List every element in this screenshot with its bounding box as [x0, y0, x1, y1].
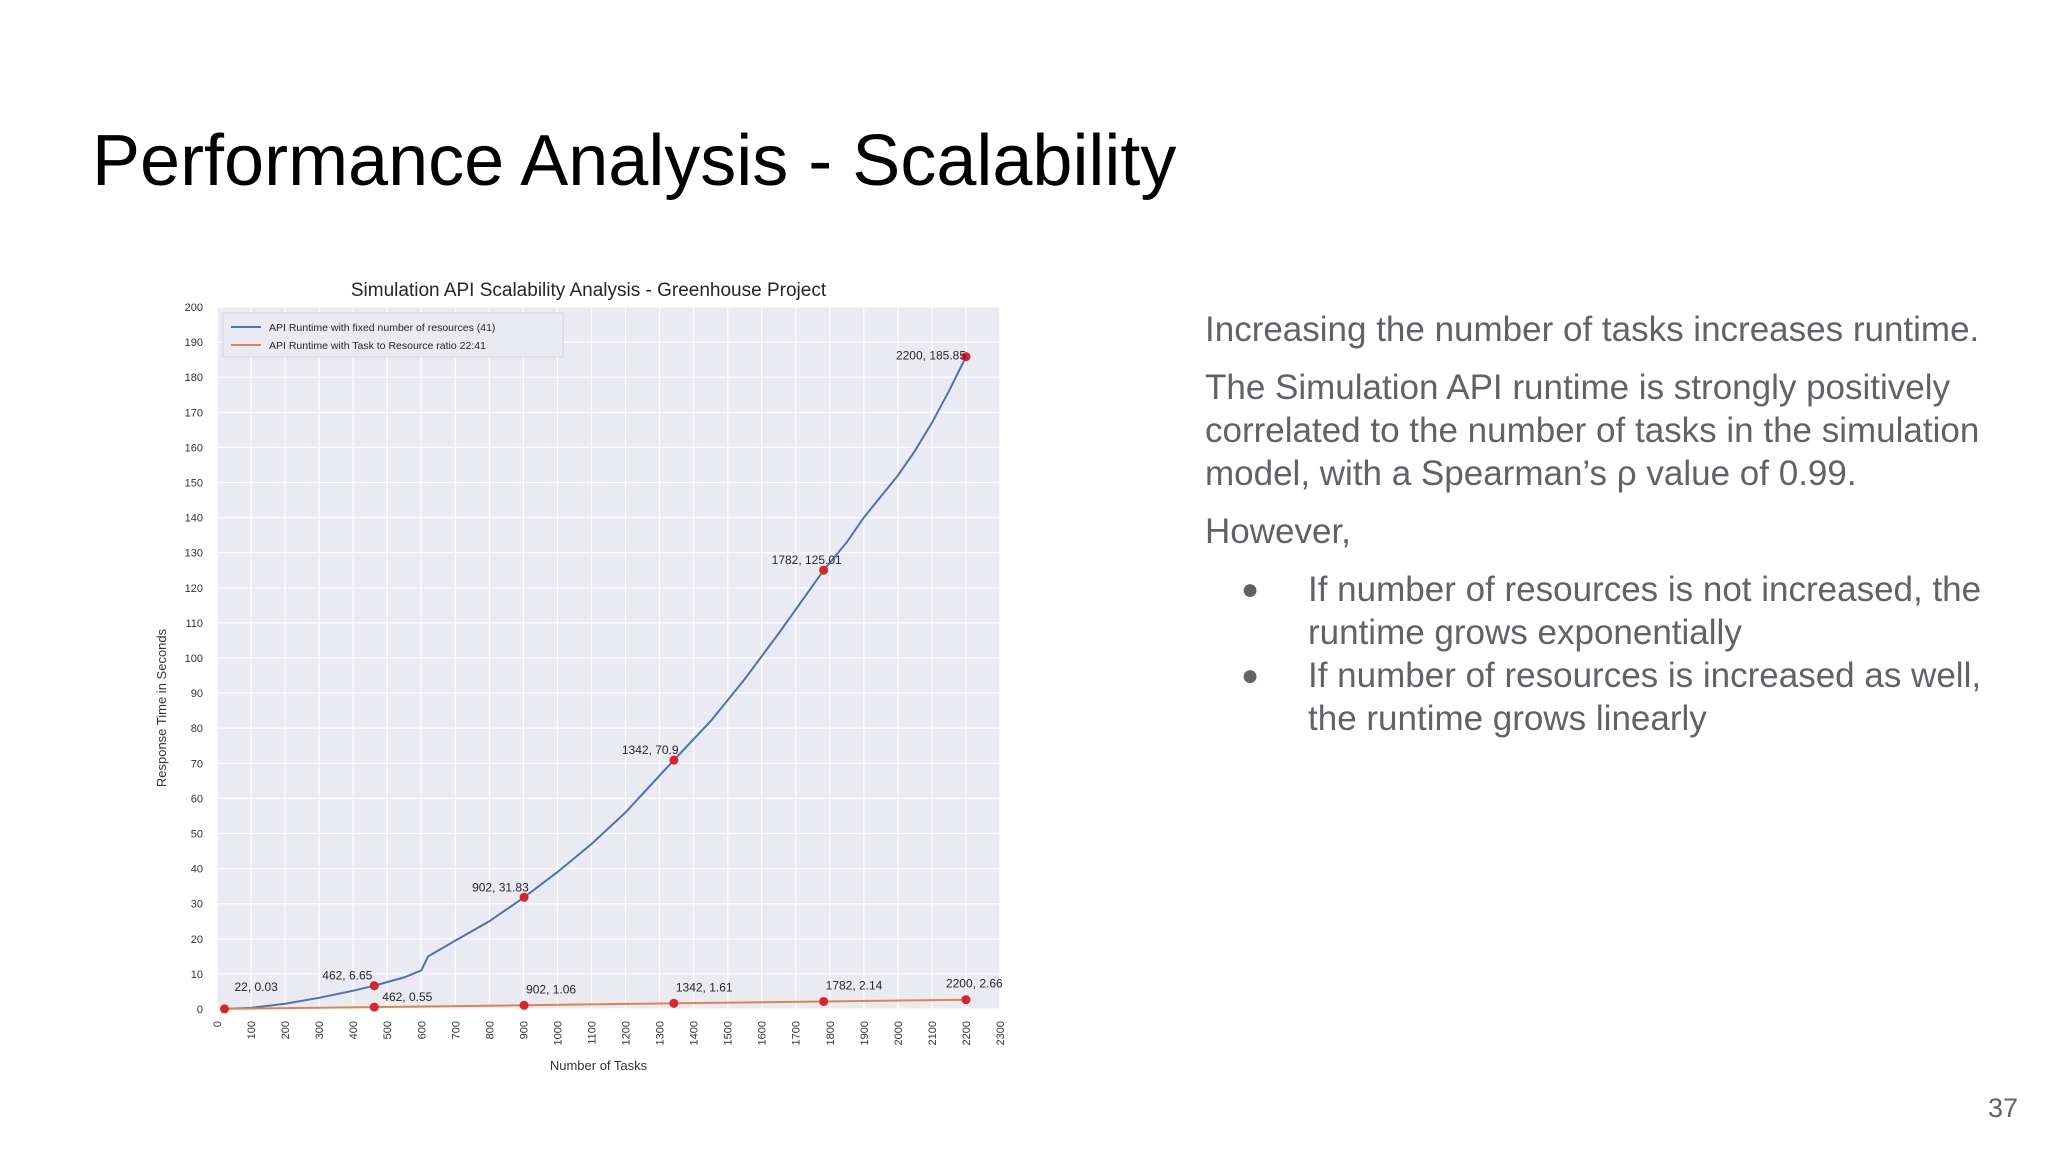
data-label: 462, 6.65 [322, 969, 372, 983]
data-point-marker [369, 981, 379, 991]
y-tick-label: 40 [191, 864, 203, 876]
slide-title: Performance Analysis - Scalability [92, 121, 1177, 201]
x-tick-label: 1200 [621, 1021, 633, 1045]
x-tick-label: 1000 [552, 1021, 564, 1045]
data-point-marker [819, 565, 829, 575]
legend-box [222, 312, 564, 358]
x-tick-label: 600 [416, 1021, 428, 1039]
x-tick-label: 100 [246, 1021, 258, 1039]
y-tick-label: 10 [191, 969, 203, 981]
data-label: 1782, 125.01 [772, 553, 842, 567]
x-tick-label: 2000 [893, 1021, 905, 1045]
data-point-marker [961, 995, 971, 1005]
x-tick-label: 900 [518, 1021, 530, 1039]
bullet-dot-icon: ● [1241, 659, 1260, 692]
y-tick-label: 120 [185, 583, 203, 595]
data-label: 1782, 2.14 [826, 978, 883, 992]
x-tick-label: 2200 [961, 1021, 973, 1045]
chart-svg: 0 10 20 30 40 50 60 70 80 90 100 110 120 130 140 150 160… [154, 280, 1007, 1073]
y-tick-label: 110 [185, 618, 203, 630]
y-tick-label: 30 [191, 899, 203, 911]
data-label: 2200, 2.66 [946, 977, 1003, 991]
data-point-marker [369, 1002, 379, 1012]
data-point-marker [669, 998, 679, 1008]
x-tick-label: 2300 [995, 1021, 1007, 1045]
x-tick-label: 1800 [825, 1021, 837, 1045]
x-tick-label: 1500 [723, 1021, 735, 1045]
series-line-1 [224, 356, 967, 1010]
data-point-marker [519, 1000, 529, 1010]
legend: API Runtime with fixed number of resourc… [222, 312, 564, 358]
bullet-item-linear: ● If number of resources is increased as… [1205, 654, 1985, 740]
x-tick-label: 0 [212, 1021, 224, 1027]
data-point-marker [219, 1004, 229, 1014]
y-tick-label: 50 [191, 829, 203, 841]
data-point-marker [669, 755, 679, 765]
data-label: 462, 0.55 [382, 990, 432, 1004]
bullet-item-exponential: ● If number of resources is not increase… [1205, 568, 1985, 654]
bullet-text: If number of resources is not increased,… [1308, 570, 1982, 652]
x-tick-label: 1300 [655, 1021, 667, 1045]
y-tick-label: 80 [191, 723, 203, 735]
y-tick-label: 0 [197, 1004, 203, 1016]
data-point-marker [519, 892, 529, 902]
x-tick-label: 700 [450, 1021, 462, 1039]
data-label: 1342, 70.9 [622, 743, 679, 757]
y-tick-label: 190 [185, 337, 203, 349]
x-tick-label: 800 [484, 1021, 496, 1039]
bullet-list: ● If number of resources is not increase… [1205, 568, 1985, 740]
series-line-2 [224, 998, 967, 1010]
y-tick-label: 180 [185, 372, 203, 384]
chart-title: Simulation API Scalability Analysis - Gr… [351, 280, 827, 301]
y-tick-label: 160 [185, 442, 203, 454]
x-tick-label: 400 [348, 1021, 360, 1039]
y-tick-label: 140 [185, 513, 203, 525]
bullet-text: If number of resources is increased as w… [1308, 656, 1982, 738]
data-point-marker [819, 996, 829, 1006]
paragraph-runtime: Increasing the number of tasks increases… [1205, 310, 1980, 349]
x-tick-label: 1600 [757, 1021, 769, 1045]
x-tick-label: 200 [280, 1021, 292, 1039]
data-label: 22, 0.03 [234, 980, 278, 994]
y-axis-label: Response Time in Seconds [154, 628, 169, 787]
paragraph-correlation: The Simulation API runtime is strongly p… [1205, 368, 1980, 493]
x-tick-label: 1400 [689, 1021, 701, 1045]
y-tick-label: 100 [185, 653, 203, 665]
data-label: 2200, 185.85 [896, 349, 966, 363]
y-tick-label: 170 [185, 407, 203, 419]
x-tick-label: 300 [314, 1021, 326, 1039]
slide-number: 37 [1987, 1093, 2018, 1123]
x-tick-label: 2100 [927, 1021, 939, 1045]
y-tick-label: 90 [191, 688, 203, 700]
data-label: 902, 1.06 [526, 982, 576, 996]
y-tick-label: 60 [191, 793, 203, 805]
slide-body: Increasing the number of tasks increases… [1205, 308, 1985, 740]
bullet-dot-icon: ● [1241, 573, 1260, 606]
x-tick-label: 500 [382, 1021, 394, 1039]
paragraph-however: However, [1205, 512, 1351, 551]
y-tick-label: 70 [191, 758, 203, 770]
x-tick-label: 1900 [859, 1021, 871, 1045]
x-axis-label: Number of Tasks [550, 1058, 648, 1073]
data-label: 902, 31.83 [472, 880, 529, 894]
y-tick-label: 200 [185, 302, 203, 314]
y-tick-label: 150 [185, 478, 203, 490]
x-tick-label: 1700 [791, 1021, 803, 1045]
scalability-chart: 0 10 20 30 40 50 60 70 80 90 100 110 120 130 140 150 160… [150, 270, 1050, 1100]
data-label: 1342, 1.61 [676, 980, 733, 994]
data-point-marker [961, 352, 971, 362]
y-tick-label: 130 [185, 548, 203, 560]
x-tick-label: 1100 [586, 1021, 598, 1045]
legend-label: API Runtime with Task to Resource ratio … [269, 340, 486, 352]
legend-label: API Runtime with fixed number of resourc… [269, 322, 495, 334]
y-tick-label: 20 [191, 934, 203, 946]
